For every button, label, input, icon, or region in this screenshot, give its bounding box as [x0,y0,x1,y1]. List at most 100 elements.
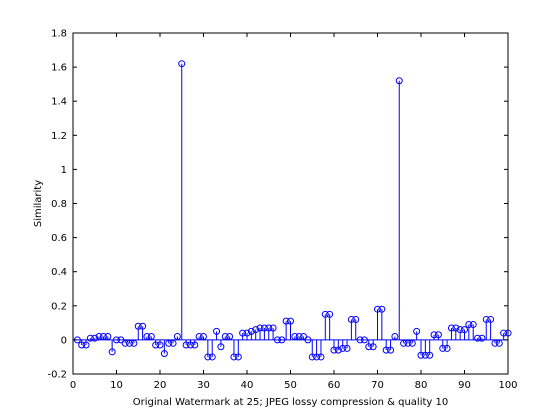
stem-marker [465,321,473,329]
y-tick-label: 1.4 [51,97,67,108]
stem-point [213,327,221,340]
stem-point [243,329,251,340]
stem-point [313,339,321,361]
stem-point [252,326,260,340]
stem-marker [213,327,221,335]
x-axis: 0 10 20 30 40 50 60 70 80 90 100 [70,33,518,391]
stem-marker [178,60,186,68]
stem-point [186,339,194,349]
stem-marker [204,353,212,361]
stem-marker [421,351,429,359]
x-tick-label: 40 [241,380,254,391]
stem-marker [256,324,264,332]
stem-marker [265,324,273,332]
stem-point [282,317,290,340]
stem-point [182,339,190,349]
stem-marker [208,353,216,361]
y-axis-label: Similarity [33,180,44,227]
stem-marker [447,324,455,332]
stem-point [139,322,147,340]
stem-marker [456,326,464,334]
stem-marker [474,334,482,342]
stem-marker [430,331,438,339]
stem-marker [152,341,160,349]
x-axis-label: Original Watermark at 25; JPEG lossy com… [133,397,448,408]
y-tick-label: 1.8 [51,29,67,40]
stem-marker [378,305,386,313]
stem-marker [426,351,434,359]
stem-point [452,324,460,340]
y-tick-label: 1.2 [51,131,67,142]
stem-marker [365,343,373,351]
stem-marker [260,324,268,332]
stem-marker [308,353,316,361]
stem-point [191,339,199,349]
stem-point [108,339,116,356]
stem-point [352,315,360,340]
stem-point [387,339,395,354]
stem-marker [217,343,225,351]
x-tick-label: 20 [154,380,167,391]
stem-point [308,339,316,361]
stem-marker [452,324,460,332]
x-tick-label: 90 [458,380,471,391]
stem-marker [339,344,347,352]
stem-marker [156,341,164,349]
stem-marker [417,351,425,359]
stem-marker [247,327,255,335]
stem-point [456,326,464,340]
stem-point [330,339,338,354]
stem-marker [469,321,477,329]
stem-point [256,324,264,340]
stem-point [178,60,186,340]
stem-marker [434,331,442,339]
x-tick-label: 60 [328,380,341,391]
stem-marker [317,353,325,361]
stem-point [443,339,451,352]
stem-point [382,339,390,354]
stem-point [369,339,377,351]
stem-marker [487,315,495,323]
stem-marker [91,334,99,342]
stem-marker [330,346,338,354]
stem-marker [395,77,403,85]
stem-marker [230,353,238,361]
stem-point [287,317,294,340]
y-axis: -0.2 0 0.2 0.4 0.6 0.8 1 1.2 1.4 1.6 1.8 [47,29,508,381]
y-tick-label: 0.6 [51,233,67,244]
stem-point [343,339,351,352]
stem-point [265,324,273,340]
stem-marker [326,310,334,318]
stem-marker [78,341,86,349]
y-tick-label: 0.2 [51,301,67,312]
stem-marker [239,329,247,337]
stem-point [339,339,347,352]
stem-point [378,305,386,340]
x-tick-label: 100 [498,380,517,391]
stem-point [234,339,242,361]
stem-marker [374,305,381,313]
stem-point [439,339,447,352]
stem-marker [334,346,342,354]
stem-marker [82,341,90,349]
stem-point [430,331,438,340]
stem-marker [500,329,508,337]
stem-point [134,322,142,340]
stem-marker [313,353,321,361]
stem-point [447,324,455,340]
stem-point [217,339,225,351]
stem-point [334,339,342,354]
stem-point [239,329,247,340]
stem-marker [387,346,395,354]
stem-marker [352,315,360,323]
stem-point [317,339,325,361]
y-tick-label: 0.8 [51,199,67,210]
stem-point [421,339,429,359]
stem-point [247,327,255,340]
stem-marker [343,344,351,352]
stem-marker [287,317,294,325]
stem-marker [347,315,355,323]
stem-point [260,324,268,340]
